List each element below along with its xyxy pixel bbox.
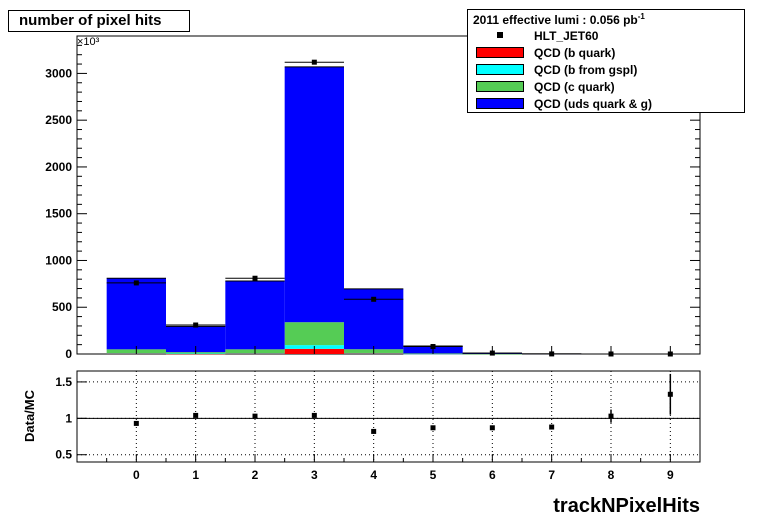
data-point	[133, 280, 139, 286]
legend-header: 2011 effective lumi : 0.056 pb-1	[473, 12, 645, 27]
y-tick-label: 1500	[45, 207, 72, 221]
legend-swatch	[476, 47, 524, 58]
data-point	[371, 296, 377, 302]
legend-entry-b-from-gspl: QCD (b from gspl)	[476, 63, 738, 77]
ratio-point	[371, 428, 377, 434]
legend-entry-c-quark: QCD (c quark)	[476, 80, 738, 94]
ratio-point	[193, 412, 199, 418]
x-tick-label: 5	[430, 468, 437, 482]
x-tick-label: 8	[608, 468, 615, 482]
data-marker-icon	[497, 32, 503, 38]
legend-swatch	[476, 64, 524, 75]
legend-swatch	[476, 81, 524, 92]
legend-entry-b-quark: QCD (b quark)	[476, 46, 738, 60]
stack-bar	[106, 278, 166, 350]
data-point	[311, 59, 317, 65]
ratio-point	[252, 413, 258, 419]
data-point	[252, 275, 258, 281]
legend-label: QCD (c quark)	[534, 80, 615, 94]
ratio-point	[608, 413, 614, 419]
legend-label: QCD (b from gspl)	[534, 63, 638, 77]
legend-entry-data: HLT_JET60	[476, 29, 738, 43]
ratio-point	[667, 391, 673, 397]
stack-bar	[284, 66, 344, 323]
x-tick-label: 7	[548, 468, 555, 482]
y-tick-label: 0	[65, 347, 72, 361]
ratio-y-tick-label: 0.5	[55, 448, 72, 462]
x-tick-label: 0	[133, 468, 140, 482]
x-tick-label: 1	[192, 468, 199, 482]
stack-bar	[166, 353, 226, 355]
ratio-plot-frame	[76, 370, 701, 463]
y-scale-multiplier: ×10³	[77, 36, 100, 48]
y-tick-label: 500	[52, 300, 72, 314]
plot-title-text: number of pixel hits	[19, 12, 162, 29]
ratio-point	[549, 424, 555, 430]
ratio-point	[489, 425, 495, 431]
data-point	[193, 322, 199, 328]
x-tick-label: 6	[489, 468, 496, 482]
stack-bar	[403, 353, 463, 355]
legend-label: HLT_JET60	[534, 29, 599, 43]
x-axis-label: trackNPixelHits	[553, 495, 700, 517]
x-tick-label: 2	[252, 468, 259, 482]
ratio-y-tick-label: 1	[65, 411, 72, 425]
y-tick-label: 1000	[45, 253, 72, 267]
legend-label: QCD (b quark)	[534, 46, 616, 60]
legend-label: QCD (uds quark & g)	[534, 97, 653, 111]
legend-entry-uds-quark-g: QCD (uds quark & g)	[476, 97, 738, 111]
x-tick-label: 4	[370, 468, 377, 482]
ratio-y-tick-label: 1.5	[55, 375, 72, 389]
x-tick-label: 9	[667, 468, 674, 482]
ratio-point	[133, 420, 139, 426]
legend-header-text: 2011 effective lumi : 0.056 pb	[473, 13, 638, 27]
x-tick-label: 3	[311, 468, 318, 482]
legend: 2011 effective lumi : 0.056 pb-1 HLT_JET…	[467, 9, 745, 113]
ratio-point	[430, 425, 436, 431]
stack-bar	[284, 322, 344, 346]
y-tick-label: 2000	[45, 160, 72, 174]
y-tick-label: 2500	[45, 113, 72, 127]
legend-swatch	[476, 98, 524, 109]
stack-bar	[225, 281, 285, 350]
ratio-point	[311, 412, 317, 418]
plot-title: number of pixel hits	[8, 10, 190, 32]
y-tick-label: 3000	[45, 66, 72, 80]
legend-header-exponent: -1	[637, 12, 645, 21]
ratio-y-axis-label: Data/MC	[22, 389, 37, 442]
